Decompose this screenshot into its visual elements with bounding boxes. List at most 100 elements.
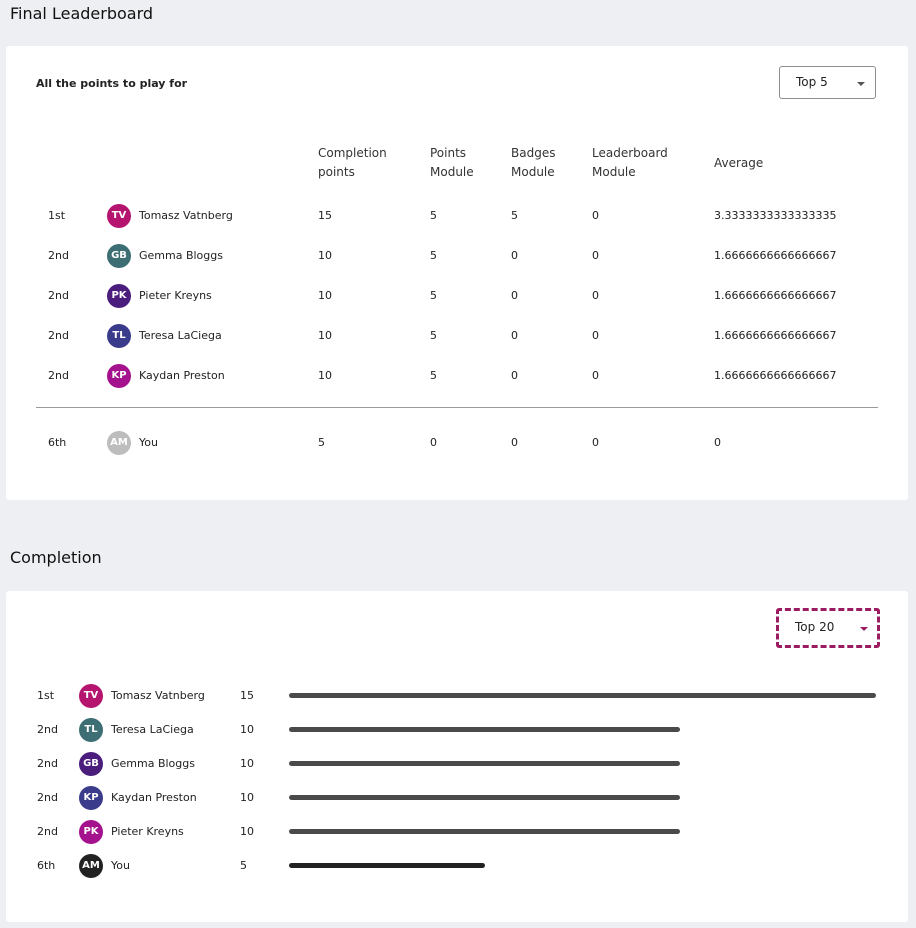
- badges-module-value: 0: [511, 249, 518, 262]
- completion-bar: [289, 727, 680, 732]
- average-value: 0: [714, 436, 721, 449]
- leaderboard-row: 1st TV Tomasz Vatnberg 15 5 5 0 3.333333…: [6, 192, 908, 232]
- avatar: TV: [79, 684, 103, 708]
- badges-module-value: 5: [511, 209, 518, 222]
- completion-top-select[interactable]: Top 20: [776, 608, 880, 648]
- completion-card: Top 20 1st TV Tomasz Vatnberg 15 2nd TL …: [6, 591, 908, 922]
- points-module-value: 5: [430, 249, 437, 262]
- player-name: Pieter Kreyns: [139, 289, 212, 302]
- avatar: GB: [79, 752, 103, 776]
- avatar: KP: [107, 364, 131, 388]
- completion-points-value: 10: [318, 329, 332, 342]
- average-value: 3.3333333333333335: [714, 209, 837, 222]
- rank: 2nd: [37, 757, 58, 770]
- completion-row: 1st TV Tomasz Vatnberg 15: [6, 681, 908, 711]
- leaderboard-module-value: 0: [592, 289, 599, 302]
- completion-title: Completion: [10, 548, 102, 567]
- average-value: 1.6666666666666667: [714, 249, 837, 262]
- avatar: AM: [107, 431, 131, 455]
- average-value: 1.6666666666666667: [714, 369, 837, 382]
- leaderboard-row: 2nd KP Kaydan Preston 10 5 0 0 1.6666666…: [6, 352, 908, 392]
- leaderboard-module-value: 0: [592, 209, 599, 222]
- player-name: Teresa LaCiega: [111, 723, 194, 736]
- rank: 6th: [48, 436, 67, 449]
- completion-row: 2nd GB Gemma Bloggs 10: [6, 749, 908, 779]
- avatar: TV: [107, 204, 131, 228]
- completion-value: 5: [240, 859, 247, 872]
- completion-bar: [289, 795, 680, 800]
- leaderboard-title: Final Leaderboard: [10, 4, 154, 23]
- chevron-down-icon: [857, 82, 865, 86]
- completion-value: 10: [240, 825, 254, 838]
- player-name: You: [139, 436, 158, 449]
- completion-bar: [289, 829, 680, 834]
- player-name: Tomasz Vatnberg: [139, 209, 233, 222]
- points-module-value: 5: [430, 329, 437, 342]
- points-module-value: 5: [430, 289, 437, 302]
- leaderboard-row: 2nd GB Gemma Bloggs 10 5 0 0 1.666666666…: [6, 232, 908, 272]
- player-name: Pieter Kreyns: [111, 825, 184, 838]
- avatar: TL: [79, 718, 103, 742]
- column-header-points-module: Points Module: [430, 146, 474, 179]
- average-value: 1.6666666666666667: [714, 329, 837, 342]
- completion-top-select-label: Top 20: [795, 620, 835, 634]
- completion-points-value: 15: [318, 209, 332, 222]
- rank: 1st: [37, 689, 55, 702]
- rank: 2nd: [37, 723, 58, 736]
- avatar: PK: [107, 284, 131, 308]
- rank: 2nd: [48, 329, 69, 342]
- leaderboard-module-value: 0: [592, 436, 599, 449]
- badges-module-value: 0: [511, 369, 518, 382]
- player-name: Kaydan Preston: [139, 369, 225, 382]
- leaderboard-module-value: 0: [592, 249, 599, 262]
- column-header-badges-module: Badges Module: [511, 146, 556, 179]
- column-header-leaderboard-module: Leaderboard Module: [592, 146, 668, 179]
- leaderboard-row: 2nd PK Pieter Kreyns 10 5 0 0 1.66666666…: [6, 272, 908, 312]
- completion-value: 10: [240, 723, 254, 736]
- player-name: Gemma Bloggs: [139, 249, 223, 262]
- rank: 1st: [48, 209, 66, 222]
- avatar: AM: [79, 854, 103, 878]
- avatar: TL: [107, 324, 131, 348]
- completion-bar: [289, 863, 485, 868]
- player-name: You: [111, 859, 130, 872]
- completion-row: 6th AM You 5: [6, 851, 908, 881]
- rank: 2nd: [48, 289, 69, 302]
- completion-points-value: 10: [318, 289, 332, 302]
- badges-module-value: 0: [511, 436, 518, 449]
- completion-bar: [289, 693, 876, 698]
- completion-points-value: 5: [318, 436, 325, 449]
- player-name: Kaydan Preston: [111, 791, 197, 804]
- badges-module-value: 0: [511, 289, 518, 302]
- points-module-value: 0: [430, 436, 437, 449]
- avatar: GB: [107, 244, 131, 268]
- completion-row: 2nd KP Kaydan Preston 10: [6, 783, 908, 813]
- completion-value: 15: [240, 689, 254, 702]
- player-name: Teresa LaCiega: [139, 329, 222, 342]
- column-header-average: Average: [714, 156, 764, 170]
- average-value: 1.6666666666666667: [714, 289, 837, 302]
- completion-row: 2nd PK Pieter Kreyns 10: [6, 817, 908, 847]
- player-name: Gemma Bloggs: [111, 757, 195, 770]
- rank: 2nd: [48, 369, 69, 382]
- leaderboard-module-value: 0: [592, 329, 599, 342]
- leaderboard-row: 2nd TL Teresa LaCiega 10 5 0 0 1.6666666…: [6, 312, 908, 352]
- points-module-value: 5: [430, 209, 437, 222]
- leaderboard-module-value: 0: [592, 369, 599, 382]
- leaderboard-self-row: 6th AM You 5 0 0 0 0: [6, 423, 908, 463]
- completion-points-value: 10: [318, 249, 332, 262]
- chevron-down-icon: [860, 627, 868, 631]
- badges-module-value: 0: [511, 329, 518, 342]
- leaderboard-card: All the points to play for Top 5 Complet…: [6, 46, 908, 500]
- completion-bar: [289, 761, 680, 766]
- avatar: KP: [79, 786, 103, 810]
- avatar: PK: [79, 820, 103, 844]
- divider: [36, 407, 878, 408]
- rank: 6th: [37, 859, 56, 872]
- player-name: Tomasz Vatnberg: [111, 689, 205, 702]
- completion-row: 2nd TL Teresa LaCiega 10: [6, 715, 908, 745]
- completion-value: 10: [240, 757, 254, 770]
- column-header-completion-points: Completion points: [318, 146, 387, 179]
- rank: 2nd: [37, 791, 58, 804]
- leaderboard-top-select[interactable]: Top 5: [779, 66, 876, 99]
